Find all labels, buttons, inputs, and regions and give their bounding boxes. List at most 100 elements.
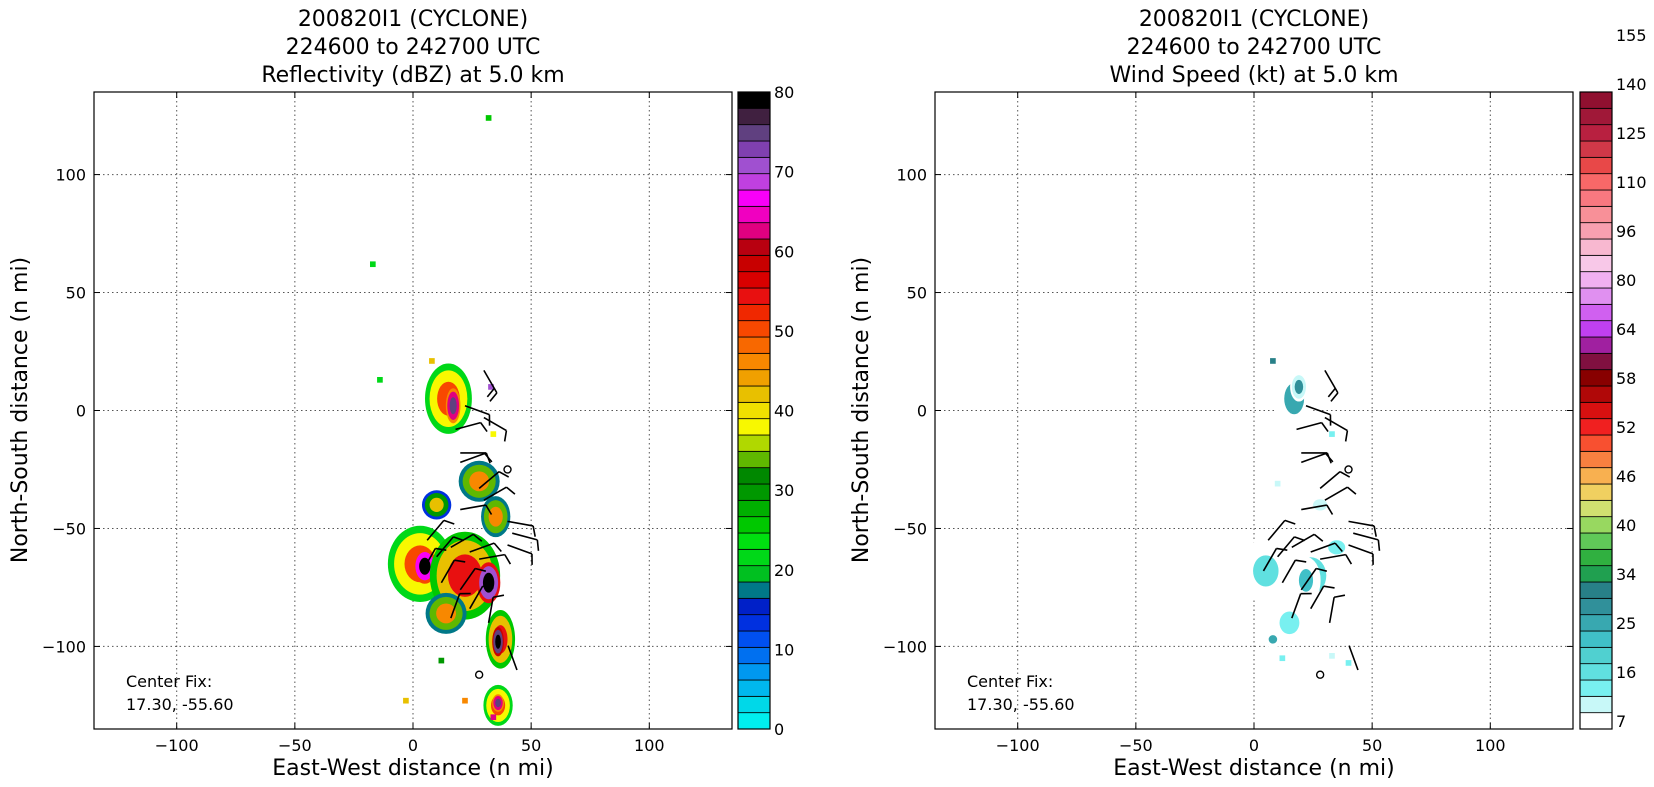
y-tick-label: 50 <box>66 284 86 303</box>
axis-ticks: −100 −50 0 50 100 −100 −50 0 50 100 <box>42 92 732 755</box>
colorbar-segment <box>1579 401 1613 420</box>
colorbar-segment <box>1579 107 1613 126</box>
colorbar-segment <box>1579 222 1613 240</box>
wind-barb <box>460 504 493 515</box>
data-cell <box>429 358 435 364</box>
calm-wind-marker <box>1344 465 1353 474</box>
data-cell <box>1268 635 1278 644</box>
colorbar-tick-label: 70 <box>774 163 794 182</box>
panel-variable-label: Reflectivity (dBZ) at 5.0 km <box>261 63 564 88</box>
colorbar-segment <box>1579 238 1613 256</box>
data-cell <box>1274 480 1281 487</box>
colorbar-segment <box>1579 369 1613 387</box>
colorbar-segment <box>1579 630 1613 648</box>
center-fix-label: Center Fix: <box>126 672 212 691</box>
data-cell <box>449 397 457 415</box>
x-tick-label: 0 <box>1249 736 1259 755</box>
y-tick-label: −100 <box>883 637 927 656</box>
data-cell <box>429 497 444 512</box>
colorbar-tick-label: 110 <box>1616 173 1647 192</box>
colorbar-tick-label: 140 <box>1616 75 1647 94</box>
x-tick-label: 0 <box>408 736 418 755</box>
center-fix-value: 17.30, -55.60 <box>126 695 234 714</box>
colorbar-segment <box>737 189 771 207</box>
calm-wind-marker <box>474 670 484 679</box>
colorbar-tick-label: 20 <box>774 561 794 580</box>
x-tick-label: −50 <box>278 736 312 755</box>
wind-barb <box>1291 533 1324 549</box>
colorbar-segment <box>1579 140 1613 158</box>
wind-barb <box>1281 559 1307 584</box>
wind-barb <box>1324 369 1339 402</box>
colorbar-segment <box>1579 581 1613 599</box>
data-cell <box>469 471 490 492</box>
colorbar-segment <box>1579 597 1613 616</box>
colorbar-tick-label: 16 <box>1616 663 1636 682</box>
colorbar-tick-label: 125 <box>1616 124 1647 143</box>
y-tick-label: −50 <box>52 519 86 538</box>
wind-barb <box>436 536 464 558</box>
colorbar-segment <box>737 140 771 158</box>
wind-barb <box>483 486 516 501</box>
grid <box>94 92 732 729</box>
colorbar-segment <box>1579 679 1613 697</box>
colorbar-segment <box>737 679 771 697</box>
colorbar-segment <box>737 173 771 191</box>
colorbar-segment <box>737 516 771 534</box>
data-layer <box>1239 358 1355 666</box>
data-cell <box>377 376 383 383</box>
colorbar-tick-label: 50 <box>774 322 794 341</box>
wind-barb <box>1310 585 1335 610</box>
colorbar-segment <box>737 222 771 240</box>
data-cell <box>369 261 376 268</box>
wind-barb <box>483 416 508 442</box>
y-tick-label: 0 <box>917 402 927 421</box>
data-cell <box>1313 499 1328 511</box>
calm-wind-marker <box>503 465 512 474</box>
colorbar-segment <box>737 646 771 665</box>
y-axis-label: North-South distance (n mi) <box>849 257 874 563</box>
colorbar-segment <box>737 630 771 648</box>
colorbar-segment <box>1579 532 1613 550</box>
colorbar-segment <box>737 124 771 142</box>
data-cell <box>436 603 457 624</box>
colorbar-segment <box>737 663 771 681</box>
x-axis-label: East-West distance (n mi) <box>1113 756 1394 781</box>
y-tick-label: 50 <box>907 284 927 303</box>
wind-barb <box>479 553 512 565</box>
colorbar-segment <box>1579 91 1613 109</box>
colorbar-segment <box>737 499 771 518</box>
wind-barb <box>1300 452 1334 464</box>
colorbar-segment <box>737 91 771 109</box>
colorbar-segment <box>737 450 771 469</box>
x-tick-label: −100 <box>996 736 1040 755</box>
data-cell <box>447 554 482 597</box>
calm-wind-marker <box>1315 670 1325 679</box>
colorbar-segment <box>1579 156 1613 175</box>
wind-barb <box>469 585 494 610</box>
colorbar-segment <box>1579 385 1613 403</box>
wind-barb <box>1296 421 1329 433</box>
x-axis-label: East-West distance (n mi) <box>272 756 553 781</box>
data-cell <box>490 714 497 721</box>
wind-barb <box>478 470 510 489</box>
colorbar-segment <box>1579 695 1613 714</box>
wind-barb <box>1300 567 1328 591</box>
colorbar-segment <box>1579 516 1613 534</box>
x-tick-label: 50 <box>521 736 541 755</box>
y-tick-label: −100 <box>42 637 86 656</box>
colorbar-segment <box>1579 205 1613 224</box>
wind-barb <box>455 421 488 433</box>
colorbar-segment <box>1579 712 1613 730</box>
colorbar-segment <box>737 156 771 175</box>
colorbar-segment <box>737 238 771 256</box>
data-cell <box>1279 655 1286 662</box>
colorbar-segment <box>1579 287 1613 305</box>
colorbar-tick-label: 40 <box>774 402 794 421</box>
colorbar-segment <box>1579 614 1613 632</box>
colorbar-tick-label: 10 <box>774 640 794 659</box>
panel-subtitle: 224600 to 242700 UTC <box>286 35 541 60</box>
colorbar-segment <box>737 336 771 354</box>
colorbar-segment <box>1579 434 1613 452</box>
colorbar-frame <box>1579 91 1613 730</box>
